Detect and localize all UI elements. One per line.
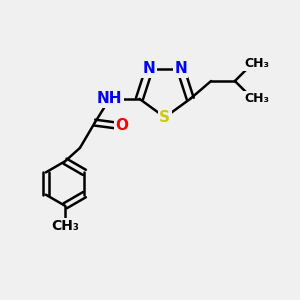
Text: CH₃: CH₃ bbox=[245, 92, 270, 105]
Text: N: N bbox=[174, 61, 187, 76]
Text: NH: NH bbox=[97, 91, 122, 106]
Text: CH₃: CH₃ bbox=[245, 57, 270, 70]
Text: S: S bbox=[159, 110, 170, 125]
Text: CH₃: CH₃ bbox=[51, 219, 79, 233]
Text: O: O bbox=[115, 118, 128, 133]
Text: N: N bbox=[143, 61, 155, 76]
